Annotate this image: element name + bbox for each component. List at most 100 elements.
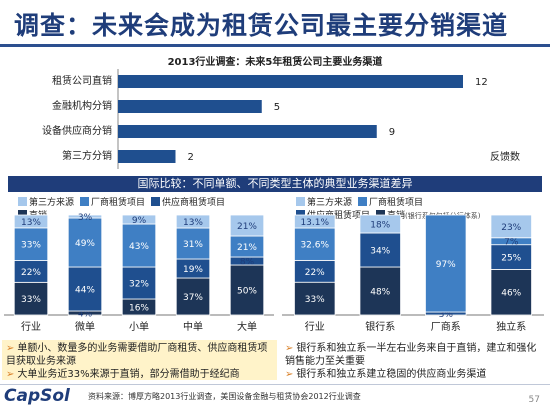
segment-label: 43%: [129, 242, 149, 252]
stack-segment: [175, 227, 211, 260]
legend-item: 供应商租赁项目: [296, 210, 371, 221]
stacked-chart-deal-size: 33% 22% 33% 13% 行业 4% 44% 49% 3% 微单 16% 32% 43% 9% 小单 3…: [4, 213, 274, 333]
bullet-text: 单额小、数量多的业务需要借助厂商租赁、供应商租赁项目获取业务来源: [6, 343, 268, 367]
category-label: 独立系: [496, 320, 526, 333]
segment-label: 33%: [21, 295, 41, 305]
top-chart-bar: [118, 150, 176, 163]
stack-segment: [359, 232, 401, 268]
stack-segment: [425, 214, 467, 313]
top-chart-category-label: 第三方分销: [62, 149, 112, 162]
legend-label: 第三方来源: [29, 198, 75, 208]
arrow-bullet-icon: ➢: [285, 369, 294, 380]
top-chart-bar: [118, 125, 377, 138]
bullets-left: ➢ 单额小、数量多的业务需要借助厂商租赁、供应商租赁项目获取业务来源 ➢ 大单业务近3…: [2, 340, 277, 380]
legend-item: 第三方来源: [296, 197, 353, 208]
segment-label: 4%: [78, 310, 93, 320]
legend-label: 供应商租赁项目: [307, 211, 371, 221]
arrow-bullet-icon: ➢: [285, 343, 294, 354]
legend-item: 厂商租赁项目: [80, 197, 146, 208]
bullet-text: 银行系和独立系建立稳固的供应商业务渠道: [296, 369, 487, 380]
bullet-item: ➢ 大单业务近33%来源于直销，部分需借助于经纪商: [6, 368, 273, 381]
stacked-chart-entity-type: 33% 22% 32.6% 13.1% 行业 48% 34% 18% 银行系 3% 97% 厂商系 46…: [282, 214, 544, 333]
page-title: 调查：未来会成为租赁公司最主要分销渠道: [14, 11, 509, 40]
bullet-item: ➢ 银行系和独立系建立稳固的供应商业务渠道: [285, 368, 540, 381]
stack-segment: [490, 244, 532, 270]
top-chart-value-label: 5: [274, 102, 280, 113]
segment-label: 44%: [75, 286, 95, 296]
stack-segment: [294, 227, 336, 261]
segment-label: 9%: [132, 216, 147, 226]
stack-segment: [13, 214, 49, 229]
segment-label: 19%: [183, 265, 203, 275]
category-label: 小单: [129, 321, 149, 333]
legend-item: 厂商租赁项目: [358, 197, 423, 208]
legend-label: 第三方来源: [307, 198, 353, 208]
page-number: 57: [528, 395, 540, 405]
legend-swatch: [376, 210, 386, 219]
segment-label: 37%: [183, 293, 203, 303]
stack-segment: [67, 217, 103, 268]
stack-segment: [490, 214, 532, 239]
segment-label: 32.6%: [300, 241, 329, 251]
legend-swatch: [18, 210, 27, 219]
category-label: 大单: [237, 320, 257, 333]
arrow-bullet-icon: ➢: [6, 369, 15, 380]
stack-segment: [359, 266, 401, 316]
stack-segment: [294, 281, 336, 316]
segment-label: 33%: [305, 295, 325, 305]
legend-swatch: [18, 197, 27, 206]
title-divider: [0, 44, 550, 47]
legend-swatch: [358, 197, 368, 206]
top-chart-title: 2013行业调查：未来5年租赁公司主要业务渠道: [168, 55, 383, 68]
segment-label: 32%: [129, 280, 149, 290]
top-chart-value-label: 2: [188, 152, 194, 163]
segment-label: 23%: [501, 223, 521, 233]
segment-label: 3%: [439, 310, 454, 320]
category-label: 行业: [305, 320, 325, 333]
footer-divider: [0, 384, 550, 385]
segment-label: 13.1%: [300, 218, 329, 228]
legend-swatch: [151, 197, 161, 206]
bullet-text: 银行系和独立系一半左右业务来自于直销，建立和强化销售能力至关重要: [285, 343, 537, 367]
category-label: 微单: [75, 320, 95, 333]
segment-label: 21%: [237, 243, 257, 253]
stack-segment: [175, 214, 211, 229]
segment-label: 7%: [504, 238, 519, 248]
bullet-item: ➢ 单额小、数量多的业务需要借助厂商租赁、供应商租赁项目获取业务来源: [6, 342, 273, 368]
bullet-text: 大单业务近33%来源于直销，部分需借助于经纪商: [17, 369, 240, 380]
top-chart-category-label: 金融机构分销: [52, 99, 112, 112]
segment-label: 49%: [75, 239, 95, 249]
segment-label: 33%: [21, 241, 41, 251]
top-chart-category-label: 租赁公司直销: [52, 74, 112, 87]
top-chart-value-label: 9: [389, 127, 395, 138]
segment-label: 13%: [21, 218, 41, 228]
stack-segment: [229, 264, 265, 316]
bullet-item: ➢ 银行系和独立系一半左右业务来自于直销，建立和强化销售能力至关重要: [285, 342, 540, 368]
category-label: 中单: [183, 320, 203, 333]
segment-label: 8%: [240, 258, 255, 268]
segment-label: 22%: [305, 268, 325, 278]
logo: CapSol: [4, 386, 70, 406]
segment-label: 13%: [183, 218, 203, 228]
legend-swatch: [296, 197, 305, 206]
arrow-bullet-icon: ➢: [6, 343, 15, 354]
top-chart-category-label: 设备供应商分销: [42, 124, 112, 137]
category-label: 银行系: [365, 320, 395, 333]
segment-label: 16%: [129, 304, 149, 314]
legend-label: 厂商租赁项目: [91, 198, 146, 208]
stack-segment: [359, 214, 401, 234]
legend-label: 供应商租赁项目: [162, 198, 226, 208]
category-label: 行业: [21, 320, 41, 333]
segment-label: 21%: [237, 222, 257, 232]
segment-label: 34%: [370, 247, 390, 257]
source-note: 资料来源：博厚方略2013行业调查，美国设备金融与租赁协会2012行业调查: [88, 392, 361, 401]
legend-item: 供应商租赁项目: [151, 197, 226, 208]
stack-segment: [67, 214, 103, 219]
stack-segment: [121, 214, 157, 225]
category-label: 厂商系: [431, 320, 461, 333]
top-chart-note: 反馈数: [490, 150, 520, 163]
legend-swatch: [80, 197, 90, 206]
stack-segment: [294, 214, 336, 229]
stack-segment: [121, 266, 157, 300]
